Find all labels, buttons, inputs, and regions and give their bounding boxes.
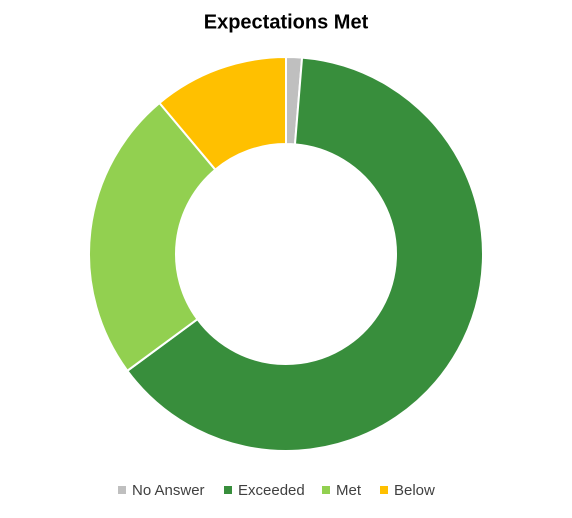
legend-label: Below	[394, 482, 435, 499]
legend-label: No Answer	[132, 482, 205, 499]
legend-swatch	[118, 486, 126, 494]
legend-swatch	[224, 486, 232, 494]
donut-slice	[125, 56, 484, 452]
chart-title: Expectations Met	[204, 11, 369, 33]
legend-label: Met	[336, 482, 362, 499]
legend-swatch	[322, 486, 330, 494]
donut-slice	[158, 55, 287, 172]
donut-slice	[88, 101, 217, 373]
legend-label: Exceeded	[238, 482, 305, 499]
legend-swatch	[380, 486, 388, 494]
